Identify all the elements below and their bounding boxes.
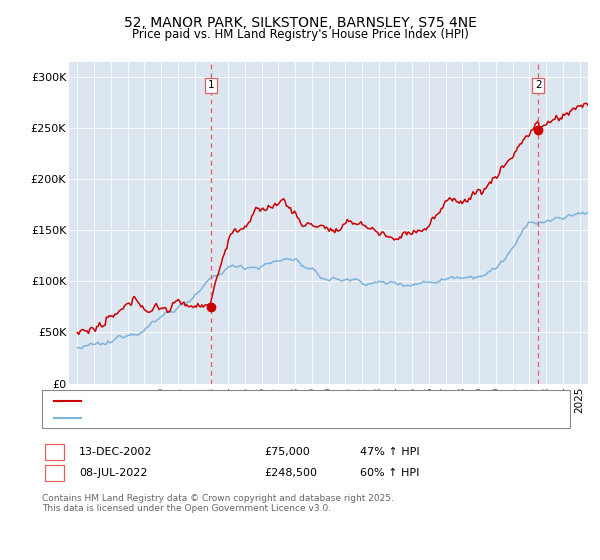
Text: 47% ↑ HPI: 47% ↑ HPI bbox=[360, 447, 419, 457]
Text: Contains HM Land Registry data © Crown copyright and database right 2025.
This d: Contains HM Land Registry data © Crown c… bbox=[42, 494, 394, 514]
Text: HPI: Average price, semi-detached house, Barnsley: HPI: Average price, semi-detached house,… bbox=[87, 413, 343, 423]
Text: 52, MANOR PARK, SILKSTONE, BARNSLEY, S75 4NE: 52, MANOR PARK, SILKSTONE, BARNSLEY, S75… bbox=[124, 16, 476, 30]
Text: 08-JUL-2022: 08-JUL-2022 bbox=[79, 468, 148, 478]
Text: Price paid vs. HM Land Registry's House Price Index (HPI): Price paid vs. HM Land Registry's House … bbox=[131, 28, 469, 41]
Text: 13-DEC-2002: 13-DEC-2002 bbox=[79, 447, 152, 457]
Text: 1: 1 bbox=[208, 80, 214, 90]
Text: £248,500: £248,500 bbox=[264, 468, 317, 478]
Text: 2: 2 bbox=[51, 468, 58, 478]
Text: 2: 2 bbox=[535, 80, 542, 90]
Text: 52, MANOR PARK, SILKSTONE, BARNSLEY, S75 4NE (semi-detached house): 52, MANOR PARK, SILKSTONE, BARNSLEY, S75… bbox=[87, 396, 459, 406]
Text: 1: 1 bbox=[51, 447, 58, 457]
Text: 60% ↑ HPI: 60% ↑ HPI bbox=[360, 468, 419, 478]
Text: £75,000: £75,000 bbox=[264, 447, 310, 457]
